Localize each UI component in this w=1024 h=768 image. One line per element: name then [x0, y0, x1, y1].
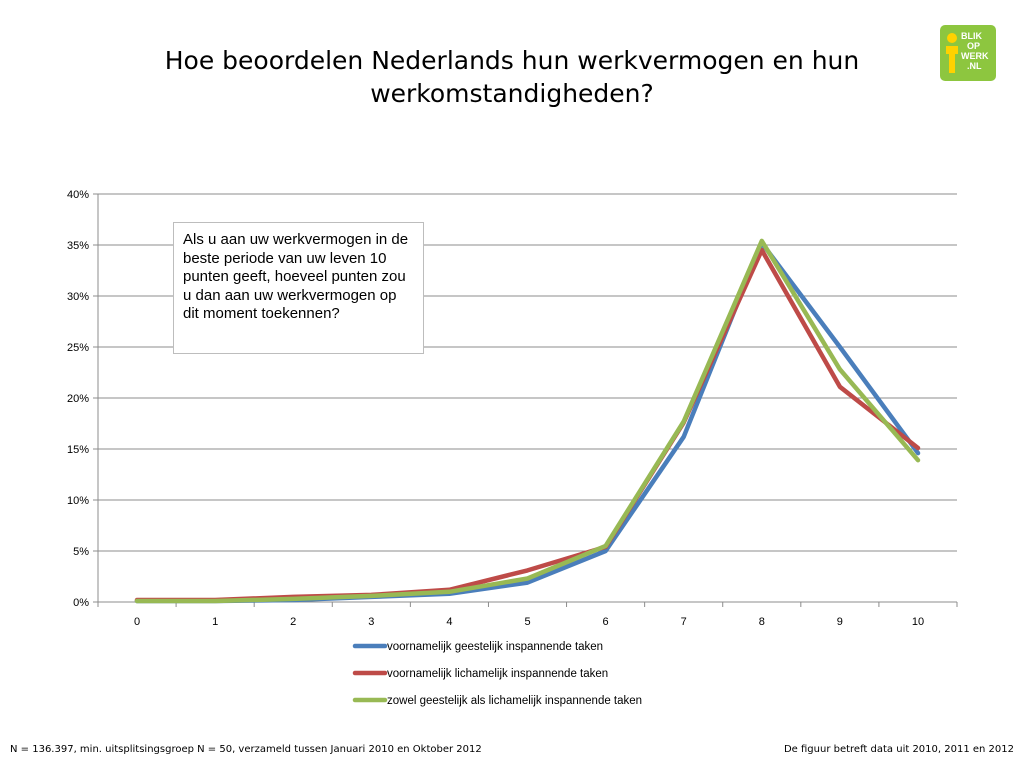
x-tick-label: 7: [681, 616, 687, 628]
svg-text:OP: OP: [967, 41, 980, 51]
x-tick-label: 3: [368, 616, 374, 628]
y-tick-label: 0%: [73, 597, 89, 609]
chart-legend: voornamelijk geestelijk inspannende take…: [352, 641, 642, 707]
legend-label: voornamelijk lichamelijk inspannende tak…: [387, 668, 608, 680]
y-tick-label: 35%: [67, 240, 89, 252]
y-tick-label: 15%: [67, 444, 89, 456]
x-tick-label: 4: [446, 616, 452, 628]
x-tick-label: 1: [212, 616, 218, 628]
series-line-3: [134, 238, 921, 604]
x-tick-label: 6: [603, 616, 609, 628]
footer-data-note: De figuur betreft data uit 2010, 2011 en…: [783, 744, 1014, 755]
y-tick-label: 20%: [67, 393, 89, 405]
y-tick-label: 40%: [67, 189, 89, 201]
x-tick-label: 8: [759, 616, 765, 628]
y-tick-label: 10%: [67, 495, 89, 507]
svg-text:BLIK: BLIK: [961, 31, 982, 41]
blik-op-werk-logo: BLIK OP WERK .NL: [940, 25, 996, 81]
svg-text:WERK: WERK: [961, 51, 989, 61]
legend-label: voornamelijk geestelijk inspannende take…: [387, 641, 603, 653]
page-title: Hoe beoordelen Nederlands hun werkvermog…: [164, 46, 860, 108]
y-tick-label: 30%: [67, 291, 89, 303]
x-tick-label: 5: [524, 616, 530, 628]
y-tick-label: 5%: [73, 546, 89, 558]
y-axis-tick-labels: 0% 5% 10% 15% 20% 25% 30% 35% 40%: [67, 189, 89, 609]
x-tick-label: 10: [912, 616, 924, 628]
x-tick-label: 0: [134, 616, 140, 628]
y-tick-label: 25%: [67, 342, 89, 354]
x-axis-tick-labels: 0 1 2 3 4 5 6 7 8 9 10: [134, 616, 924, 628]
svg-text:.NL: .NL: [967, 61, 982, 71]
legend-label: zowel geestelijk als lichamelijk inspann…: [387, 695, 642, 707]
chart-series: [134, 238, 921, 604]
question-callout: Als u aan uw werkvermogen in de beste pe…: [173, 222, 424, 354]
x-tick-label: 9: [837, 616, 843, 628]
x-tick-label: 2: [290, 616, 296, 628]
footer-sample-note: N = 136.397, min. uitsplitsingsgroep N =…: [10, 744, 482, 755]
